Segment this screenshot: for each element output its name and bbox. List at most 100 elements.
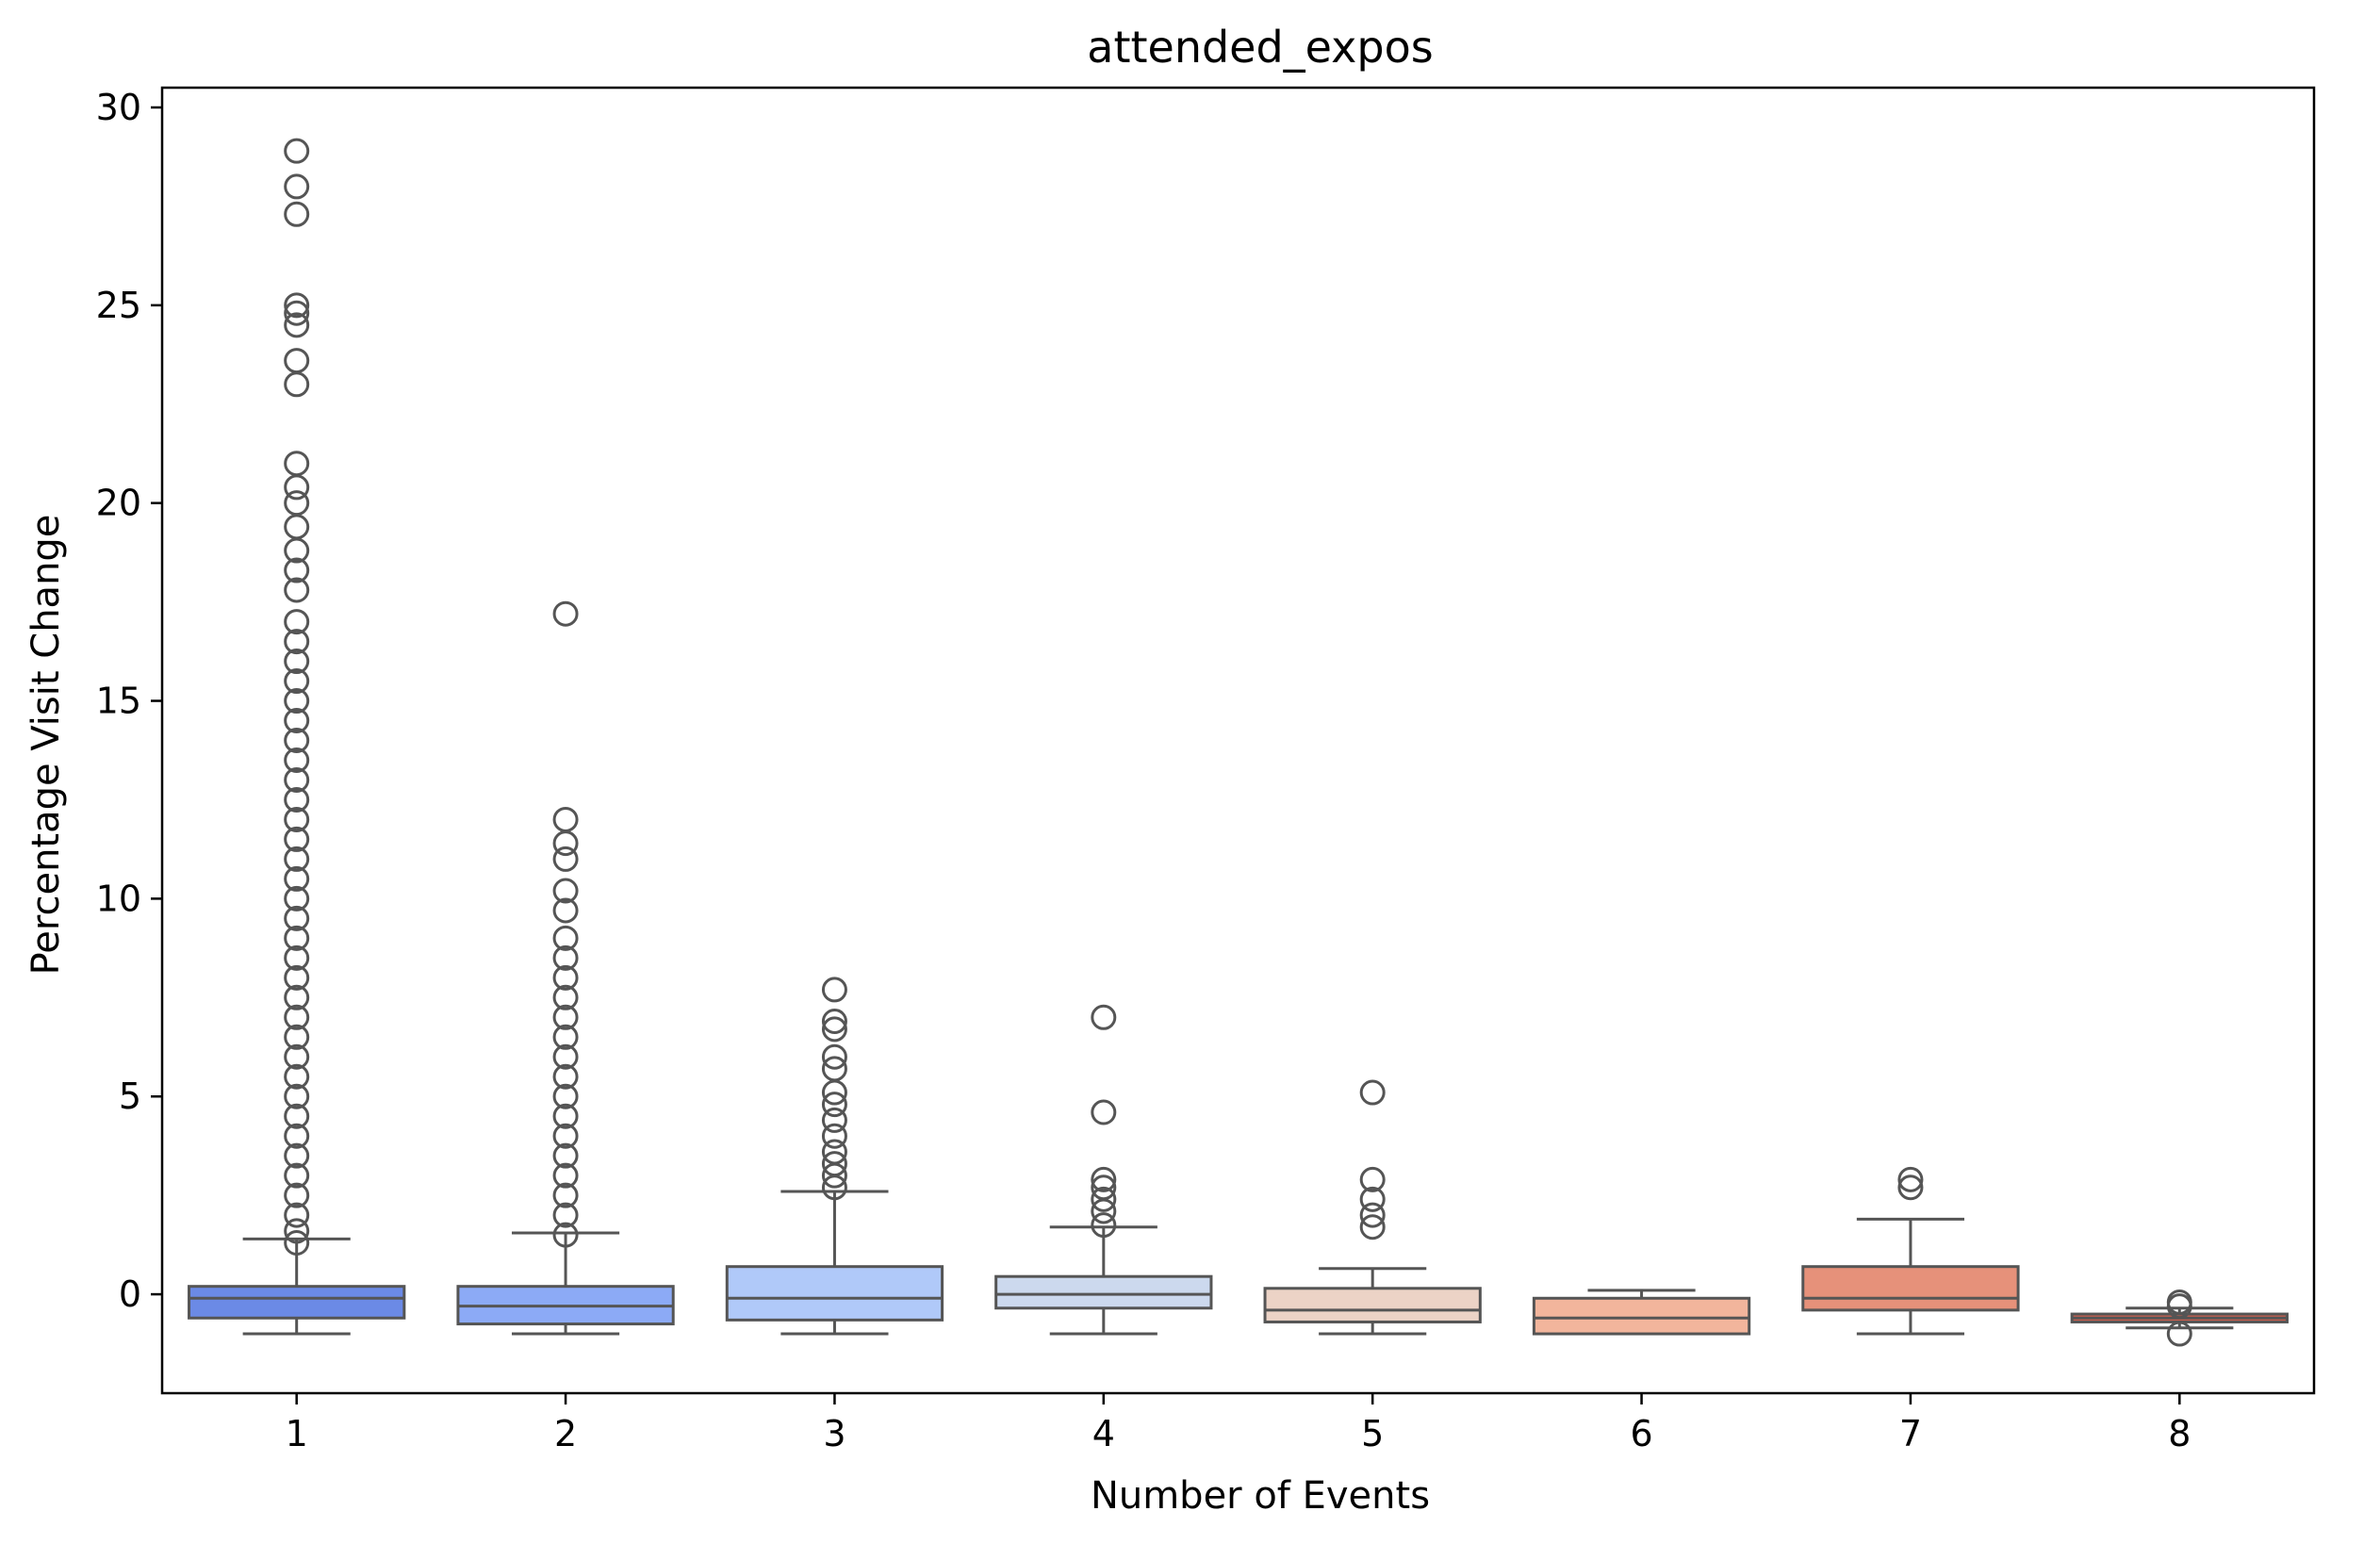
- outlier-point: [284, 1202, 310, 1228]
- outlier-point: [1897, 1174, 1924, 1201]
- outlier-point: [284, 865, 310, 892]
- outlier-point: [2166, 1293, 2192, 1320]
- outlier-point: [284, 629, 310, 655]
- outlier-point: [284, 474, 310, 501]
- outlier-point: [284, 609, 310, 635]
- outlier-point: [552, 1182, 579, 1208]
- y-tick-label: 25: [96, 285, 141, 326]
- x-tick-label: 6: [1630, 1413, 1652, 1454]
- outlier-point: [821, 1151, 847, 1177]
- y-tick-label: 15: [96, 681, 141, 722]
- outlier-point: [821, 1043, 847, 1070]
- outlier-point: [284, 451, 310, 477]
- outlier-point: [284, 846, 310, 872]
- outlier-point: [284, 708, 310, 734]
- box-5: [1263, 1287, 1482, 1323]
- box-1: [188, 1285, 406, 1320]
- outlier-point: [284, 490, 310, 517]
- outlier-point: [552, 1202, 579, 1228]
- outlier-point: [284, 371, 310, 398]
- outlier-point: [552, 984, 579, 1010]
- outlier-point: [552, 897, 579, 924]
- outlier-point: [821, 1123, 847, 1149]
- y-tick-label: 30: [96, 87, 141, 128]
- box-3: [725, 1265, 944, 1322]
- chart-title: attended_expos: [1087, 22, 1433, 73]
- outlier-point: [284, 728, 310, 753]
- outlier-point: [552, 878, 579, 904]
- x-tick-label: 8: [2168, 1413, 2191, 1454]
- x-tick-label: 3: [823, 1413, 845, 1454]
- y-tick-label: 0: [119, 1273, 141, 1315]
- outlier-point: [284, 1103, 310, 1129]
- outlier-point: [284, 905, 310, 931]
- outlier-point: [1091, 1186, 1117, 1212]
- outlier-point: [552, 1024, 579, 1050]
- outlier-point: [1359, 1186, 1386, 1212]
- outlier-point: [284, 1083, 310, 1109]
- outlier-point: [284, 173, 310, 200]
- outlier-point: [284, 786, 310, 813]
- outlier-point: [552, 1063, 579, 1090]
- outlier-point: [284, 1218, 310, 1244]
- outlier-point: [552, 964, 579, 991]
- outlier-point: [552, 1222, 579, 1248]
- x-tick-label: 7: [1899, 1413, 1922, 1454]
- y-tick-label: 5: [119, 1076, 141, 1117]
- outlier-point: [284, 1063, 310, 1090]
- outlier-point: [284, 668, 310, 695]
- x-tick-label: 1: [286, 1413, 308, 1454]
- outlier-point: [284, 964, 310, 991]
- y-tick-label: 20: [96, 483, 141, 524]
- outlier-point: [821, 1139, 847, 1165]
- outlier-point: [284, 688, 310, 715]
- outlier-point: [821, 1107, 847, 1133]
- outlier-point: [284, 312, 310, 338]
- x-tick-label: 2: [554, 1413, 577, 1454]
- outlier-point: [552, 925, 579, 951]
- outlier-point: [552, 1083, 579, 1109]
- outlier-point: [552, 600, 579, 627]
- outlier-point: [284, 1162, 310, 1189]
- outlier-point: [821, 977, 847, 1003]
- outlier-point: [284, 557, 310, 583]
- outlier-point: [284, 348, 310, 374]
- outlier-point: [1359, 1166, 1386, 1192]
- outlier-point: [284, 766, 310, 793]
- box-7: [1801, 1265, 2020, 1312]
- outlier-point: [552, 1103, 579, 1129]
- outlier-point: [552, 1162, 579, 1189]
- outlier-point: [284, 1004, 310, 1030]
- outlier-point: [284, 292, 310, 319]
- outlier-point: [552, 806, 579, 832]
- outlier-point: [1897, 1166, 1924, 1192]
- outlier-point: [821, 1016, 847, 1043]
- outlier-point: [284, 138, 310, 164]
- outlier-point: [284, 514, 310, 540]
- outlier-point: [284, 925, 310, 951]
- y-tick-label: 10: [96, 878, 141, 919]
- outlier-point: [284, 1230, 310, 1257]
- outlier-point: [1359, 1202, 1386, 1228]
- outlier-point: [284, 1043, 310, 1070]
- outlier-point: [821, 1092, 847, 1118]
- outlier-point: [284, 984, 310, 1010]
- box-4: [994, 1274, 1213, 1310]
- outlier-point: [1091, 1099, 1117, 1125]
- outlier-point: [552, 1043, 579, 1070]
- outlier-point: [1359, 1079, 1386, 1106]
- x-axis-label: Number of Events: [1091, 1474, 1430, 1518]
- outlier-point: [284, 1182, 310, 1208]
- outlier-point: [284, 1024, 310, 1050]
- plot-area: 0 5 10 15 20 25 30 1 2 3 4 5 6 7 8: [96, 86, 2316, 1454]
- outlier-point: [284, 300, 310, 326]
- outlier-point: [1091, 1004, 1117, 1030]
- outlier-point: [284, 1142, 310, 1169]
- outlier-point: [284, 826, 310, 852]
- outlier-point: [2166, 1321, 2192, 1347]
- outlier-point: [552, 1123, 579, 1149]
- x-tick-label: 4: [1092, 1413, 1115, 1454]
- y-axis-label: Percentage Visit Change: [25, 515, 68, 976]
